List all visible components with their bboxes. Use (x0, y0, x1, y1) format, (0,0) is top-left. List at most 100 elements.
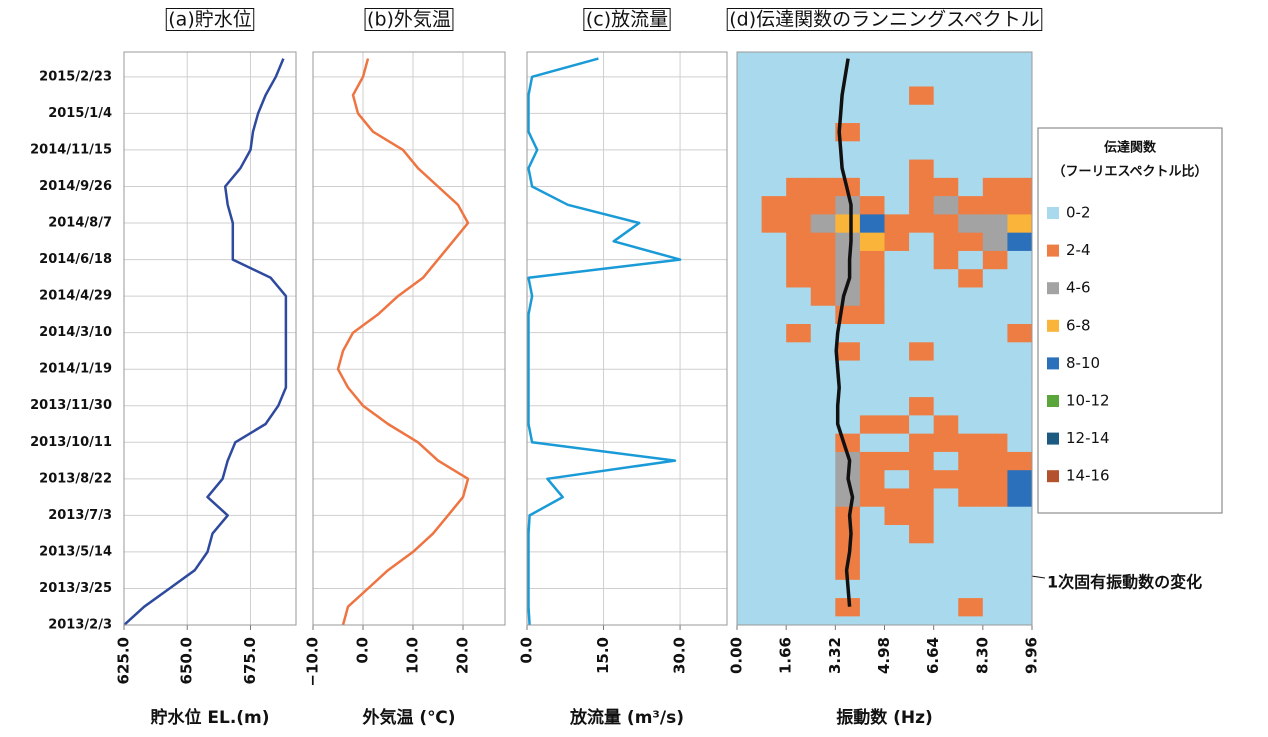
heat-cell (860, 616, 885, 626)
heat-cell (786, 104, 811, 123)
heat-cell (885, 451, 910, 470)
heat-cell (786, 360, 811, 379)
heat-cell (786, 86, 811, 105)
heat-cell (958, 141, 983, 160)
heat-cell (934, 360, 959, 379)
heat-cell (762, 525, 787, 544)
heat-cell (885, 141, 910, 160)
heat-cell (983, 506, 1008, 525)
heat-cell (762, 506, 787, 525)
heat-cell (835, 342, 860, 361)
heat-cell (958, 324, 983, 343)
heat-cell (909, 232, 934, 251)
heat-cell (860, 104, 885, 123)
x-tick-label: 3.32 (826, 637, 844, 674)
heat-cell (811, 378, 836, 397)
heat-cell (909, 141, 934, 160)
x-tick-label: 15.0 (594, 637, 612, 674)
legend-swatch (1047, 282, 1059, 294)
heat-cell (934, 269, 959, 288)
heat-cell (983, 269, 1008, 288)
heat-cell (885, 305, 910, 324)
heat-cell (811, 86, 836, 105)
heat-cell (983, 52, 1008, 68)
heat-cell (983, 214, 1008, 233)
heat-cell (909, 159, 934, 178)
legend-label: 0-2 (1066, 204, 1091, 222)
heat-cell (786, 525, 811, 544)
heat-cell (909, 269, 934, 288)
heat-cell (762, 305, 787, 324)
heat-cell (958, 104, 983, 123)
y-tick-label: 2014/9/26 (39, 179, 112, 194)
heat-cell (786, 342, 811, 361)
heat-cell (762, 598, 787, 617)
heat-cell (909, 579, 934, 598)
heat-cell (934, 451, 959, 470)
heat-cell (737, 104, 762, 123)
heat-cell (860, 579, 885, 598)
heat-cell (860, 68, 885, 87)
heat-cell (860, 378, 885, 397)
heat-cell (860, 86, 885, 105)
heat-cell (909, 86, 934, 105)
heat-cell (909, 123, 934, 142)
heat-cell (860, 470, 885, 489)
heat-cell (909, 415, 934, 434)
heat-cell (860, 159, 885, 178)
legend-swatch (1047, 433, 1059, 445)
heat-cell (909, 561, 934, 580)
heat-cell (762, 488, 787, 507)
heat-cell (1007, 598, 1032, 617)
heat-cell (934, 159, 959, 178)
heat-cell (762, 86, 787, 105)
heat-cell (885, 52, 910, 68)
heat-cell (860, 269, 885, 288)
heat-cell (737, 415, 762, 434)
heat-cell (811, 470, 836, 489)
legend-swatch (1047, 207, 1059, 219)
heat-cell (909, 360, 934, 379)
heat-cell (885, 579, 910, 598)
heat-cell (983, 86, 1008, 105)
heat-cell (983, 378, 1008, 397)
y-tick-label: 2013/5/14 (39, 544, 112, 559)
heat-cell (786, 52, 811, 68)
heat-cell (958, 616, 983, 626)
heat-cell (1007, 104, 1032, 123)
heat-cell (737, 86, 762, 105)
heat-cell (934, 305, 959, 324)
heat-cell (762, 196, 787, 215)
heat-cell (811, 196, 836, 215)
heat-cell (762, 579, 787, 598)
heat-cell (958, 250, 983, 269)
heat-cell (934, 616, 959, 626)
heat-cell (737, 342, 762, 361)
plot-area (313, 52, 505, 625)
heat-cell (860, 177, 885, 196)
heat-cell (958, 378, 983, 397)
heat-cell (909, 68, 934, 87)
heat-cell (1007, 269, 1032, 288)
heat-cell (737, 68, 762, 87)
heat-cell (1007, 250, 1032, 269)
heat-cell (909, 525, 934, 544)
x-axis-label: 放流量 (m³/s) (569, 707, 684, 728)
heat-cell (958, 579, 983, 598)
x-tick-label: 0.0 (354, 637, 372, 664)
heat-cell (786, 616, 811, 626)
y-tick-label: 2014/3/10 (39, 325, 112, 340)
heat-cell (909, 470, 934, 489)
heat-cell (909, 177, 934, 196)
heat-cell (909, 488, 934, 507)
legend-subtitle: （フーリエスペクトル比） (1052, 164, 1207, 180)
heat-cell (885, 342, 910, 361)
heat-cell (934, 470, 959, 489)
heat-cell (885, 360, 910, 379)
heat-cell (1007, 68, 1032, 87)
heat-cell (811, 598, 836, 617)
heat-cell (1007, 360, 1032, 379)
legend-label: 2-4 (1066, 241, 1091, 259)
legend-swatch (1047, 245, 1059, 257)
heat-cell (1007, 525, 1032, 544)
